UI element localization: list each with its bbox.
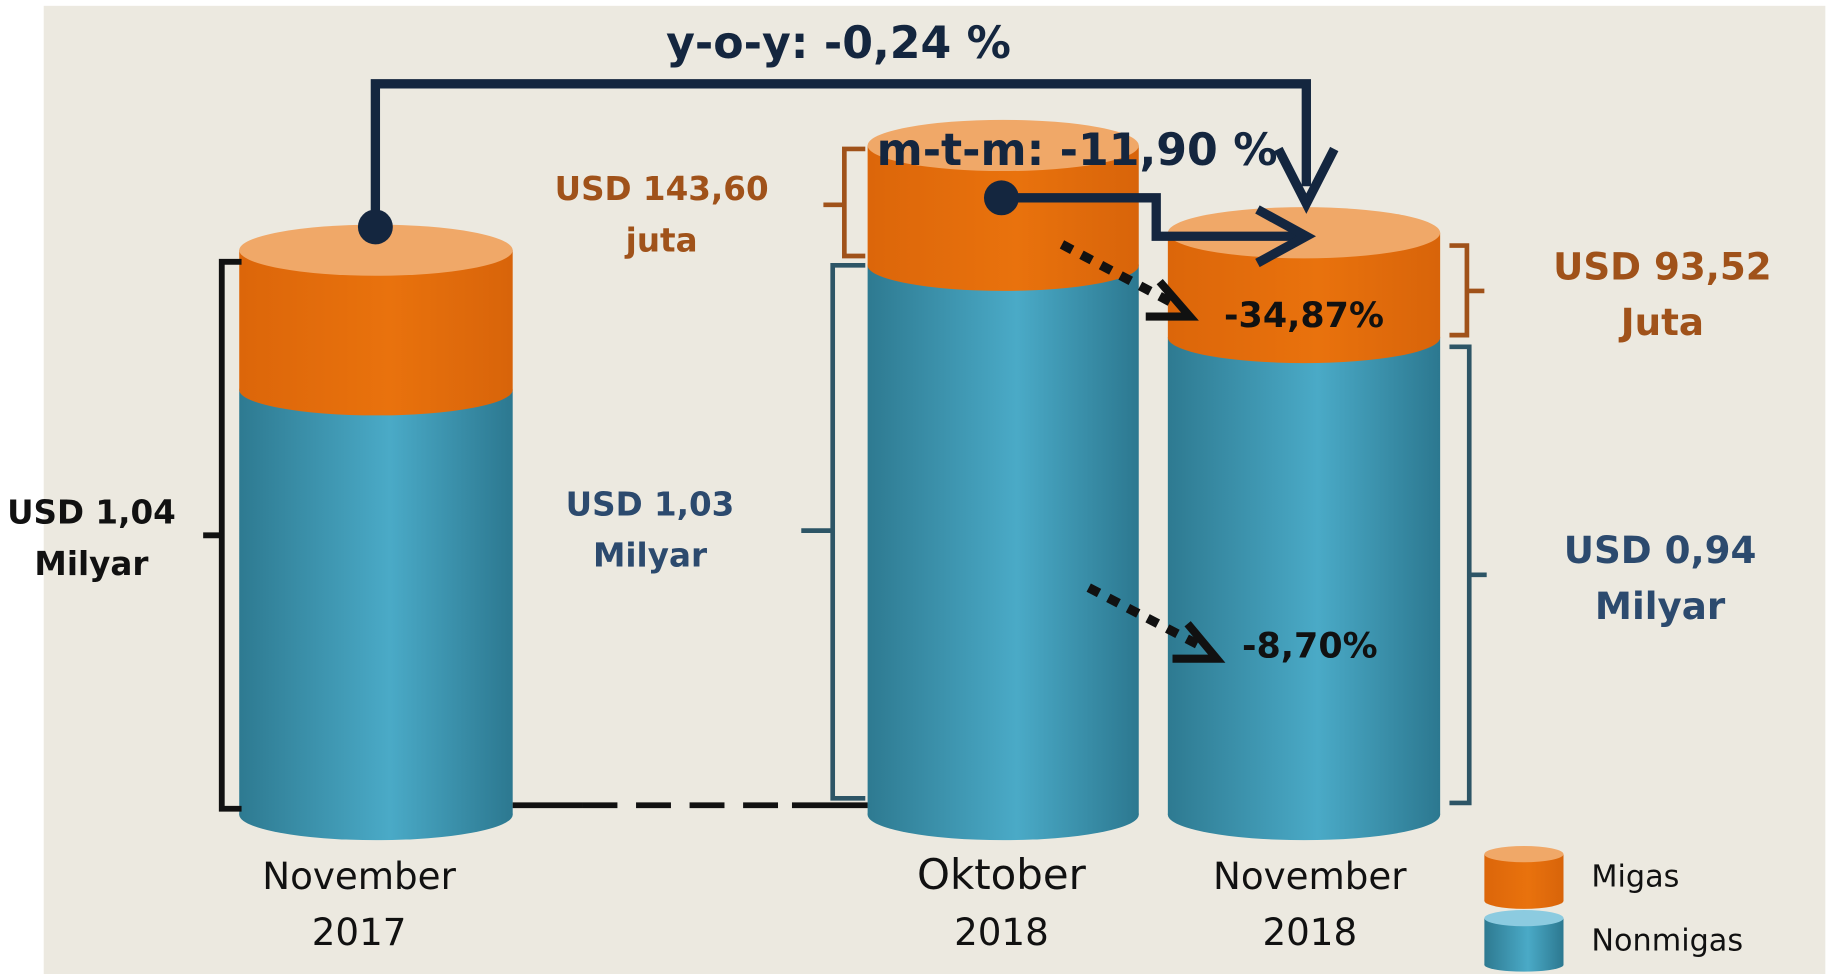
migas-label: USD 93,52 [1553,244,1772,288]
legend-swatch-migas [1484,845,1564,909]
nonmigas-change: -8,70% [1242,626,1378,666]
bracket [801,262,866,801]
nonmigas-label: USD 1,03 [566,486,735,524]
nonmigas-label: Milyar [593,537,707,575]
total-label: Milyar [34,545,148,583]
column-label: 2018 [954,910,1049,954]
cylinder-okt-2018 [867,119,1139,841]
total-label: USD 1,04 [7,494,176,532]
cylinder-nov-2017 [239,224,513,841]
arrow-head [1172,621,1226,663]
migas-label: Juta [1618,300,1704,344]
legend-label: Nonmigas [1591,924,1743,959]
legend-swatch-nonmigas [1484,909,1564,972]
column-label: 2018 [1262,910,1357,954]
yoy-label: y-o-y: -0,24 % [666,18,1011,69]
mtm-arrow [1001,193,1299,241]
bracket [1449,243,1485,338]
bracket [823,146,866,259]
arrow-head [1145,278,1199,321]
bracket [1449,344,1487,806]
mtm-label: m-t-m: -11,90 % [877,125,1278,176]
migas-label: USD 143,60 [555,170,769,208]
nonmigas-label: Milyar [1595,584,1726,628]
nonmigas-label: USD 0,94 [1564,528,1757,572]
migas-label: juta [624,221,698,259]
arrow-head [1274,146,1339,214]
migas-change: -34,87% [1224,296,1384,336]
arrow-head [1255,205,1317,268]
column-label: 2017 [312,910,407,954]
column-label: November [1213,854,1407,898]
column-label: Oktober [917,850,1087,899]
column-label: November [262,854,456,898]
dot [983,180,1019,216]
dot [357,209,393,245]
legend-label: Migas [1591,860,1679,895]
yoy-arrow [370,79,1311,227]
bracket [203,258,242,812]
